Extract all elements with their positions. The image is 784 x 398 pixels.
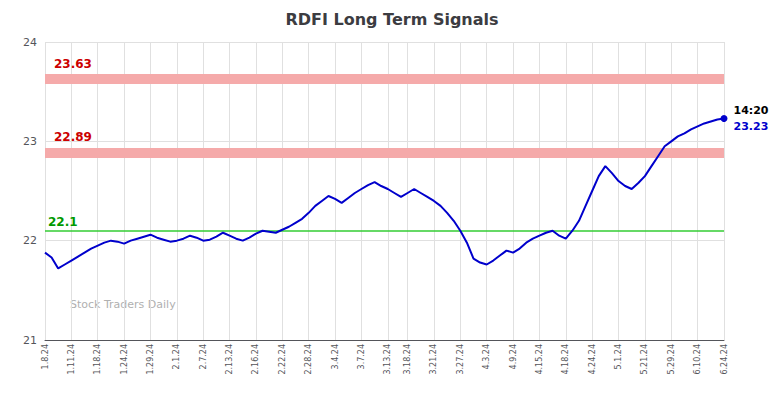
svg-text:5.29.24: 5.29.24 <box>667 344 676 375</box>
svg-text:4.9.24: 4.9.24 <box>509 344 518 369</box>
svg-text:1.29.24: 1.29.24 <box>146 344 155 375</box>
svg-text:1.8.24: 1.8.24 <box>41 344 50 369</box>
svg-text:5.21.24: 5.21.24 <box>640 344 649 375</box>
svg-text:24: 24 <box>23 36 37 49</box>
svg-text:2.1.24: 2.1.24 <box>172 344 181 369</box>
svg-text:3.21.24: 3.21.24 <box>429 344 438 375</box>
svg-text:2.7.24: 2.7.24 <box>199 344 208 369</box>
svg-text:4.18.24: 4.18.24 <box>561 344 570 375</box>
svg-text:2.28.24: 2.28.24 <box>304 344 313 375</box>
svg-text:21: 21 <box>23 334 37 347</box>
svg-text:22.89: 22.89 <box>54 130 92 144</box>
svg-text:Stock Traders Daily: Stock Traders Daily <box>70 298 176 311</box>
svg-text:6.24.24: 6.24.24 <box>720 344 729 375</box>
svg-text:3.7.24: 3.7.24 <box>357 344 366 369</box>
svg-text:2.22.24: 2.22.24 <box>278 344 287 375</box>
svg-text:6.10.24: 6.10.24 <box>693 344 702 375</box>
svg-text:1.18.24: 1.18.24 <box>93 344 102 375</box>
svg-text:3.13.24: 3.13.24 <box>383 344 392 375</box>
svg-text:4.3.24: 4.3.24 <box>482 344 491 369</box>
svg-text:3.18.24: 3.18.24 <box>403 344 412 375</box>
svg-text:4.24.24: 4.24.24 <box>588 344 597 375</box>
svg-text:3.4.24: 3.4.24 <box>331 344 340 369</box>
svg-text:23.63: 23.63 <box>54 57 92 71</box>
svg-text:5.1.24: 5.1.24 <box>614 344 623 369</box>
svg-text:23: 23 <box>23 135 37 148</box>
svg-text:2.16.24: 2.16.24 <box>251 344 260 375</box>
svg-text:22.1: 22.1 <box>48 215 78 229</box>
svg-text:1.24.24: 1.24.24 <box>120 344 129 375</box>
svg-text:2.13.24: 2.13.24 <box>225 344 234 375</box>
svg-text:22: 22 <box>23 234 37 247</box>
svg-text:23.23: 23.23 <box>734 120 769 133</box>
svg-text:4.15.24: 4.15.24 <box>535 344 544 375</box>
svg-text:RDFI Long Term Signals: RDFI Long Term Signals <box>285 10 498 29</box>
svg-text:3.27.24: 3.27.24 <box>456 344 465 375</box>
svg-text:1.11.24: 1.11.24 <box>67 344 76 375</box>
svg-text:14:20: 14:20 <box>734 104 769 117</box>
